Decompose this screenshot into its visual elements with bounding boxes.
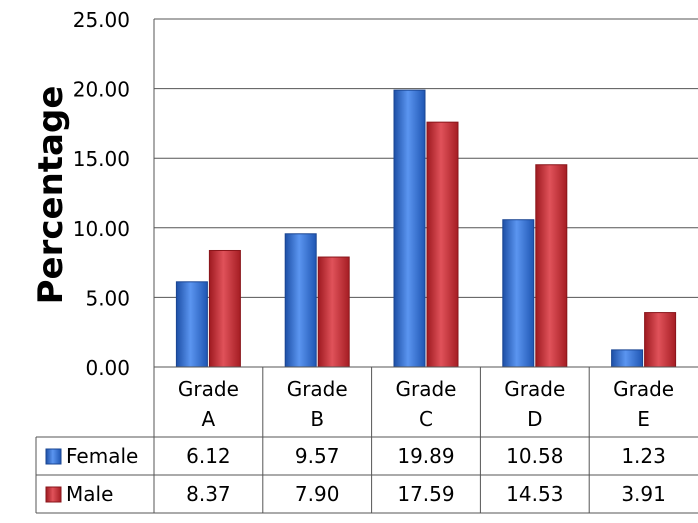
y-axis-title: Percentage (31, 86, 71, 305)
data-label: 9.57 (295, 444, 340, 468)
legend-label-female: Female (66, 444, 138, 468)
category-label: Grade (504, 377, 565, 401)
y-tick-label: 25.00 (73, 8, 130, 32)
table-lines (35, 19, 698, 514)
data-label: 10.58 (506, 444, 563, 468)
data-label: 17.59 (397, 482, 454, 506)
bar-female-grade-a (175, 281, 208, 368)
legend-key-female (45, 448, 62, 465)
bar-female-grade-b (284, 233, 317, 368)
category-label: Grade (287, 377, 348, 401)
legend-label-male: Male (66, 482, 113, 506)
y-tick-label: 5.00 (85, 286, 130, 310)
bar-male-grade-e (644, 312, 677, 368)
gridlines (154, 18, 698, 298)
data-label: 19.89 (397, 444, 454, 468)
bar-male-grade-d (535, 164, 568, 368)
bar-male-grade-c (426, 121, 459, 368)
category-label: Grade (396, 377, 457, 401)
bar-female-grade-d (502, 219, 535, 368)
data-label: 6.12 (186, 444, 231, 468)
bar-female-grade-e (611, 349, 644, 368)
category-label: C (419, 407, 433, 431)
category-labels: Grade A Grade B Grade C Grade D Grade E (178, 377, 674, 431)
y-tick-label: 20.00 (73, 78, 130, 102)
data-label: 7.90 (295, 482, 340, 506)
category-label: D (527, 407, 542, 431)
data-label: 1.23 (621, 444, 666, 468)
bar-male-grade-b (317, 256, 350, 368)
y-tick-label: 10.00 (73, 217, 130, 241)
data-label: 14.53 (506, 482, 563, 506)
y-tick-label: 15.00 (73, 147, 130, 171)
category-label: B (310, 407, 324, 431)
data-label: 3.91 (621, 482, 666, 506)
bar-male-grade-a (208, 249, 241, 368)
legend-key-male (45, 486, 62, 503)
data-table: Female 6.12 9.57 19.89 10.58 1.23 Male 8.37 7.90… (45, 444, 666, 506)
category-label: Grade (178, 377, 239, 401)
bar-female-grade-c (393, 89, 426, 368)
category-label: Grade (613, 377, 674, 401)
category-label: E (637, 407, 650, 431)
y-tick-labels: 0.00 5.00 10.00 15.00 20.00 25.00 (73, 8, 130, 380)
data-label: 8.37 (186, 482, 231, 506)
category-label: A (202, 407, 216, 431)
bars (175, 89, 677, 368)
y-tick-label: 0.00 (85, 356, 130, 380)
